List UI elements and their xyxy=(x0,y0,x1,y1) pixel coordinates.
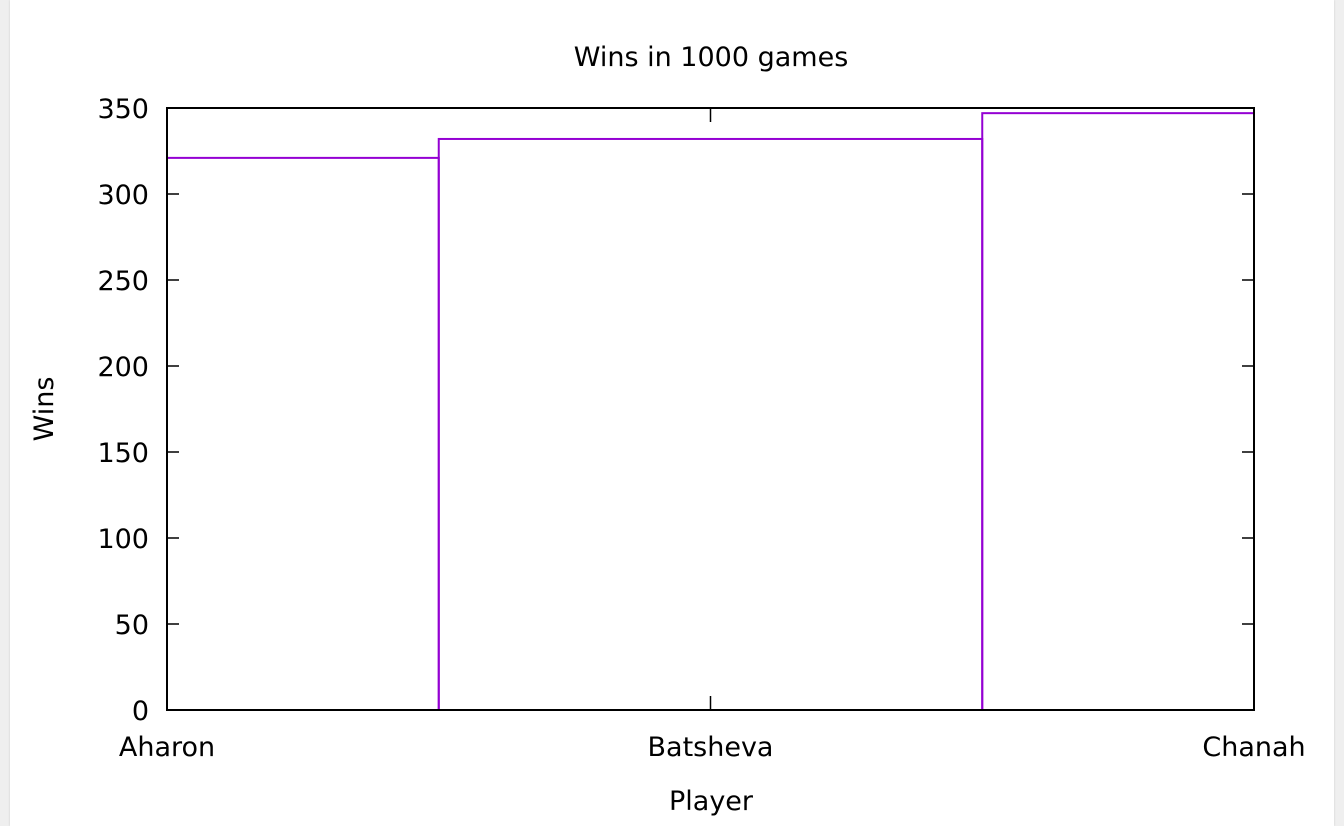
bar-batsheva xyxy=(437,137,984,711)
bar-aharon xyxy=(166,156,440,711)
x-tick-label: Batsheva xyxy=(648,732,774,763)
y-tick-label: 350 xyxy=(97,94,149,125)
y-tick-label: 50 xyxy=(115,610,149,641)
x-tick-label: Aharon xyxy=(119,732,215,763)
y-axis-title: Wins xyxy=(29,377,60,442)
y-tick-label: 200 xyxy=(97,352,149,383)
chart-frame xyxy=(10,0,1334,826)
y-tick-label: 100 xyxy=(97,524,149,555)
x-axis-title: Player xyxy=(669,786,754,817)
chart-title: Wins in 1000 games xyxy=(574,42,849,73)
plot-border xyxy=(166,107,1255,711)
y-tick-label: 250 xyxy=(97,266,149,297)
plot-area: 0 50 100 150 200 250 300 350 Aharon Batsheva Chana… xyxy=(97,94,1305,763)
bar-chanah xyxy=(981,112,1255,712)
y-tick-label: 300 xyxy=(97,180,149,211)
x-tick-label: Chanah xyxy=(1202,732,1305,763)
y-tick-label: 0 xyxy=(132,696,149,727)
y-tick-label: 150 xyxy=(97,438,149,469)
